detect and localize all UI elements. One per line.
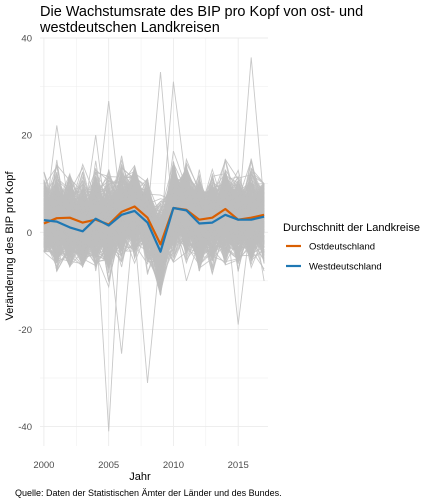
axis-ticks: 40 20 0 -20 -40 2000 2005 2010 2015 xyxy=(18,34,249,472)
county-line xyxy=(43,155,265,259)
county-line xyxy=(43,188,265,261)
legend-title: Durchschnitt der Landkreise xyxy=(283,222,420,234)
x-tick-label: 2005 xyxy=(98,460,119,471)
y-tick-label: 20 xyxy=(21,131,32,142)
x-tick-label: 2015 xyxy=(228,460,249,471)
x-axis-title: Jahr xyxy=(129,471,151,483)
legend-label: Westdeutschland xyxy=(309,262,382,273)
average-series xyxy=(43,205,265,253)
y-tick-label: 0 xyxy=(27,228,32,239)
series-line-ostdeutschland xyxy=(43,205,265,246)
county-line xyxy=(43,185,265,277)
source-caption: Quelle: Daten der Statistischen Ämter de… xyxy=(15,488,282,498)
x-tick-label: 2010 xyxy=(163,460,184,471)
county-line xyxy=(43,57,265,268)
x-tick-label: 2000 xyxy=(33,460,54,471)
county-line xyxy=(43,188,265,354)
county-lines xyxy=(43,57,265,432)
y-tick-label: 40 xyxy=(21,34,32,45)
legend: Durchschnitt der Landkreise Ostdeutschla… xyxy=(283,222,420,273)
y-axis-title: Veränderung des BIP pro Kopf xyxy=(4,171,16,321)
series-line-westdeutschland xyxy=(43,206,265,253)
y-tick-label: -20 xyxy=(18,325,32,336)
county-line xyxy=(43,81,265,240)
chart-title: Die Wachstumsrate des BIP pro Kopf von o… xyxy=(40,4,364,36)
y-tick-label: -40 xyxy=(18,422,32,433)
county-line xyxy=(43,190,265,259)
legend-label: Ostdeutschland xyxy=(309,242,375,253)
